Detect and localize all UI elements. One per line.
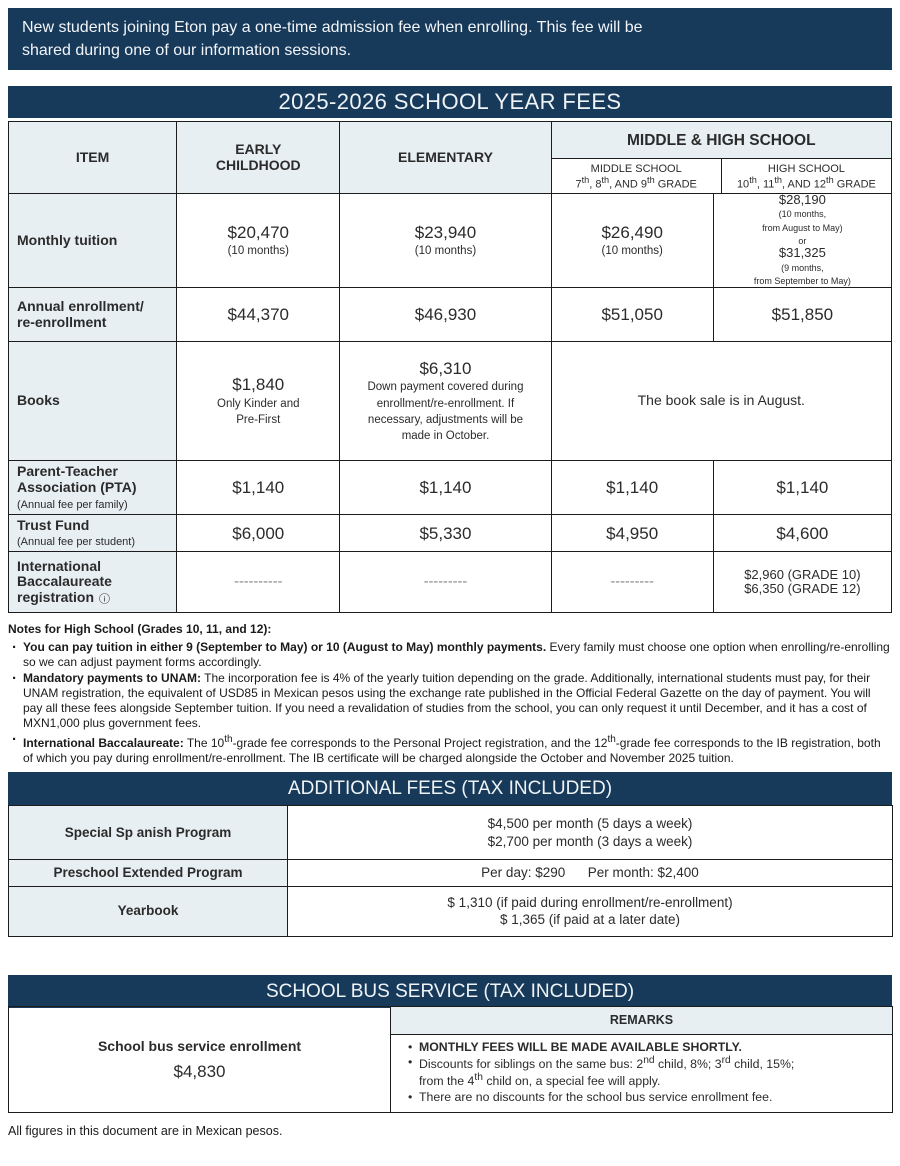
svg-text:i: i — [103, 596, 105, 603]
